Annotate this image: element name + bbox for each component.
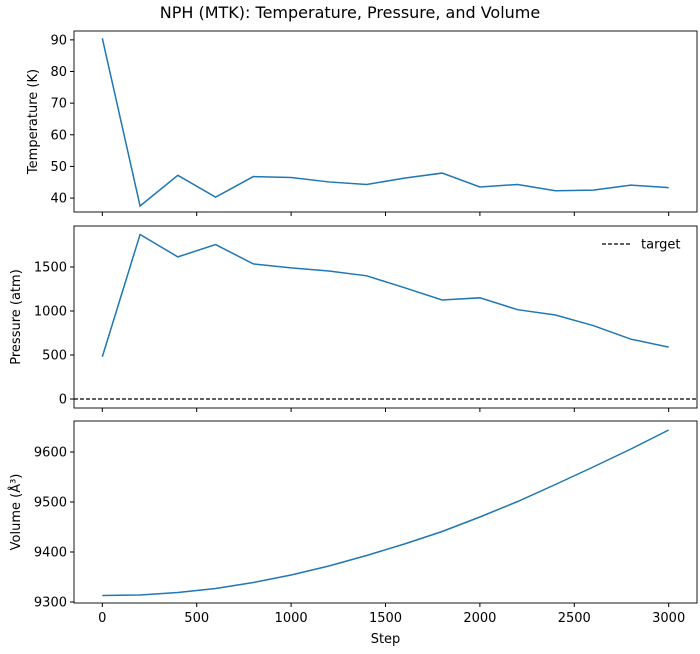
chart-title: NPH (MTK): Temperature, Pressure, and Vo… [160,3,540,22]
x-axis-label: Step [371,632,401,647]
y-tick-label: 9500 [34,496,67,511]
x-tick-label: 1000 [275,611,308,626]
y-tick-label: 1000 [34,305,67,320]
x-tick-label: 3000 [652,611,685,626]
y-tick-label: 500 [42,349,67,364]
y-axis-label: Temperature (K) [26,69,41,175]
y-tick-label: 9300 [34,596,67,611]
subplot-2: 0 500 1000 1500 target Pressure (atm) [9,225,698,412]
y-axis-label: Pressure (atm) [9,269,24,365]
y-tick-label: 9600 [34,446,67,461]
x-tick-label: 0 [98,611,106,626]
y-tick-label: 0 [59,393,67,408]
series-line [101,38,669,208]
x-tick-label: 1500 [369,611,402,626]
subplot-3: 9300 9400 9500 9600 0 500 1000 1500 2000 2500 3000… [8,420,698,647]
axes-frame [73,420,698,604]
x-tick-label: 2000 [463,611,496,626]
subplot-1: 40 50 60 70 80 90 Temperature (K) [26,30,698,216]
y-tick-label: 1500 [34,261,67,276]
y-tick-label: 90 [50,33,67,48]
y-tick-label: 9400 [34,546,67,561]
y-axis-label: Volume (Å³) [8,474,24,551]
y-tick-label: 40 [50,192,67,207]
series-line [101,233,669,358]
series-line [102,429,670,597]
axes-frame [73,225,698,409]
y-tick-label: 70 [50,97,67,112]
y-tick-label: 80 [50,65,67,80]
x-tick-label: 2500 [558,611,591,626]
y-tick-label: 60 [50,128,67,143]
x-tick-label: 500 [184,611,209,626]
legend-target-label: target [641,238,681,253]
axes-frame [73,30,698,213]
y-tick-label: 50 [50,160,67,175]
